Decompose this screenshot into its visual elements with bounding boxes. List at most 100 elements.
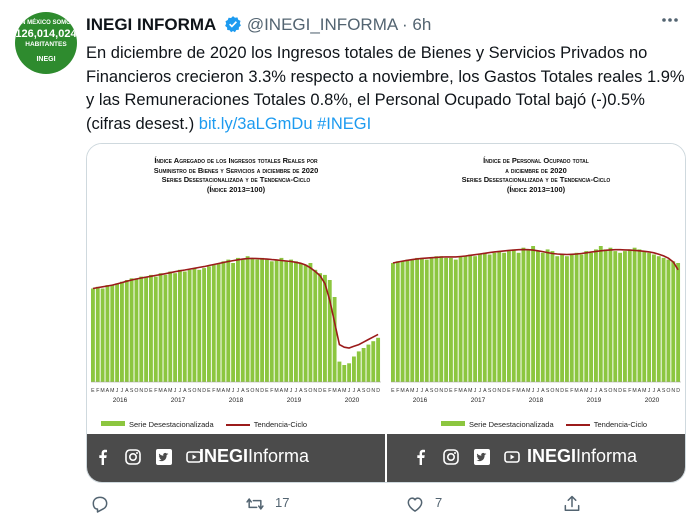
reply-button[interactable] <box>90 490 120 516</box>
month-tick-label: A <box>164 388 168 394</box>
like-button[interactable]: 7 <box>405 490 442 516</box>
month-tick-label: M <box>400 388 404 394</box>
twitter-icon <box>473 448 490 465</box>
month-tick-label: J <box>295 388 298 394</box>
month-tick-label: O <box>608 388 612 394</box>
avatar-line1: EN MÉXICO SOMOS <box>17 20 75 26</box>
share-button[interactable] <box>562 490 592 516</box>
retweet-icon <box>246 497 264 510</box>
month-tick-label: O <box>192 388 196 394</box>
bar <box>231 263 236 382</box>
author-handle[interactable]: @INEGI_INFORMA <box>246 15 398 34</box>
month-tick-label: E <box>207 388 211 394</box>
more-horizontal-icon[interactable] <box>658 10 682 34</box>
year-tick-label: 2017 <box>471 397 486 404</box>
bar <box>289 259 294 382</box>
month-tick-label: E <box>391 388 395 394</box>
month-tick-label: E <box>149 388 153 394</box>
bar <box>439 256 444 382</box>
bar <box>574 252 579 382</box>
media-right-footer: INEGIInforma <box>387 434 685 482</box>
media-left-panel[interactable]: Índice Agregado de los Ingresos totales … <box>87 144 385 482</box>
bar <box>424 259 429 382</box>
month-tick-label: S <box>662 388 666 394</box>
avatar-line2: 126,014,024 <box>15 28 77 40</box>
bar <box>245 256 250 382</box>
bar <box>337 361 342 382</box>
month-tick-label: N <box>197 388 201 394</box>
month-tick-label: J <box>416 388 419 394</box>
hashtag[interactable]: #INEGI <box>317 114 372 133</box>
heart-icon <box>407 496 423 512</box>
bar <box>352 356 356 382</box>
bar <box>410 259 415 382</box>
bar <box>473 256 478 382</box>
bar <box>221 261 226 382</box>
month-tick-label: N <box>313 388 317 394</box>
bar <box>303 264 308 382</box>
bar <box>647 252 652 382</box>
media-attachment[interactable]: Índice Agregado de los Ingresos totales … <box>86 143 686 483</box>
month-tick-label: M <box>100 388 104 394</box>
month-tick-label: S <box>304 388 308 394</box>
tweet-time[interactable]: 6h <box>412 15 432 34</box>
month-tick-label: F <box>212 388 215 394</box>
brand-logo: INEGIInforma <box>527 445 637 467</box>
bar <box>284 261 289 382</box>
bar <box>274 259 279 382</box>
bar <box>124 280 129 382</box>
bar <box>105 285 110 382</box>
bar <box>589 252 594 382</box>
month-tick-label: F <box>454 388 457 394</box>
month-tick-label: F <box>154 388 157 394</box>
bar <box>129 278 134 382</box>
trend-line <box>392 248 679 271</box>
month-tick-label: M <box>642 388 646 394</box>
bar <box>163 274 168 382</box>
bar <box>434 256 439 382</box>
month-tick-label: E <box>449 388 453 394</box>
bar <box>415 257 420 382</box>
bar <box>149 274 153 382</box>
media-right-panel[interactable]: Índice de Personal Ocupado total a dicie… <box>387 144 685 482</box>
bar <box>187 269 192 382</box>
month-tick-label: J <box>179 388 182 394</box>
bar <box>608 247 613 382</box>
bar <box>540 252 545 382</box>
bar <box>226 259 231 382</box>
year-tick-label: 2020 <box>645 397 660 404</box>
month-tick-label: M <box>158 388 162 394</box>
bar <box>536 251 540 382</box>
bar <box>545 249 550 382</box>
year-tick-label: 2017 <box>171 397 186 404</box>
avatar[interactable]: EN MÉXICO SOMOS 126,014,024 HABITANTES I… <box>15 12 77 74</box>
bar <box>458 256 463 382</box>
bar <box>269 261 274 382</box>
bar <box>429 257 434 382</box>
bar <box>323 274 327 382</box>
month-tick-label: F <box>96 388 99 394</box>
bar <box>240 259 245 382</box>
retweet-button[interactable]: 17 <box>245 490 289 516</box>
brand-logo: INEGIInforma <box>199 445 309 467</box>
bar <box>453 259 458 382</box>
tweet-link[interactable]: bit.ly/3aLGmDu <box>198 114 313 133</box>
month-tick-label: J <box>237 388 240 394</box>
youtube-icon <box>186 450 203 463</box>
month-tick-label: A <box>580 388 584 394</box>
author-name[interactable]: INEGI INFORMA <box>86 15 217 34</box>
bar <box>178 269 182 382</box>
legend-trend: Tendencia-Ciclo <box>253 420 308 429</box>
bar <box>487 254 492 382</box>
month-tick-label: J <box>537 388 540 394</box>
bar <box>197 269 202 382</box>
bar <box>627 249 632 382</box>
bar <box>144 276 149 382</box>
facebook-icon <box>417 449 425 465</box>
month-tick-label: J <box>290 388 293 394</box>
month-tick-label: S <box>430 388 434 394</box>
separator: · <box>402 15 408 34</box>
month-tick-label: J <box>595 388 598 394</box>
year-tick-label: 2019 <box>587 397 602 404</box>
